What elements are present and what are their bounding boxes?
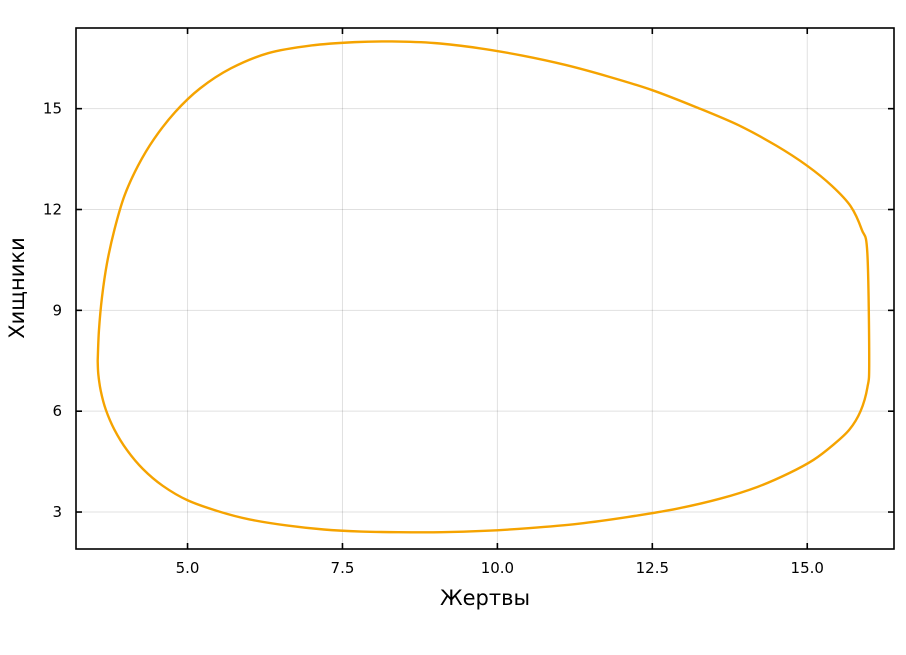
y-axis-label: Хищники — [5, 237, 29, 339]
series-line — [96, 40, 871, 534]
x-tick-label: 7.5 — [331, 559, 355, 577]
y-tick-label: 6 — [52, 402, 62, 420]
x-axis-label: Жертвы — [440, 586, 530, 610]
plot-frame — [75, 27, 895, 550]
series-layer — [96, 40, 871, 534]
y-tick-label: 15 — [43, 100, 62, 118]
x-tick-label: 5.0 — [176, 559, 200, 577]
grid — [76, 28, 894, 549]
x-tick-label: 12.5 — [636, 559, 669, 577]
y-tick-label: 3 — [52, 503, 62, 521]
x-tick-label: 10.0 — [481, 559, 514, 577]
tick-marks — [76, 28, 894, 549]
y-tick-label: 12 — [43, 201, 62, 219]
tick-labels: 5.0 7.5 10.0 12.5 15.0 3 6 9 12 15 — [43, 100, 824, 577]
x-tick-label: 15.0 — [791, 559, 824, 577]
y-tick-label: 9 — [52, 301, 62, 319]
